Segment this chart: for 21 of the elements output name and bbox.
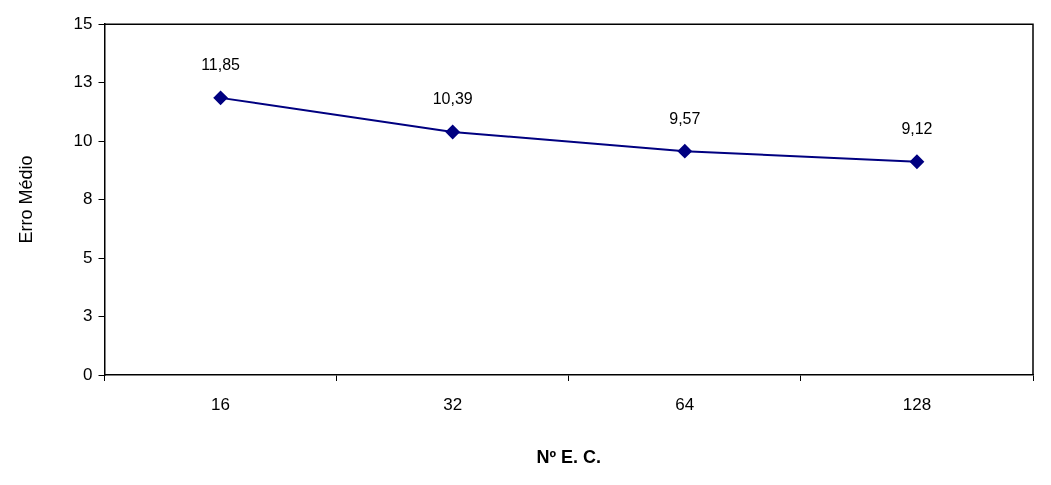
y-tick-label: 10	[73, 130, 93, 150]
x-tick-label: 128	[902, 394, 932, 414]
point	[677, 144, 692, 159]
data-label: 10,39	[432, 90, 473, 108]
y-tick-label: 0	[83, 364, 93, 384]
point	[213, 90, 228, 105]
x-axis-title: Nº E. C.	[536, 447, 602, 468]
data-label: 9,57	[669, 109, 701, 127]
y-tick-label: 15	[73, 13, 93, 33]
y-tick-label: 3	[83, 306, 93, 326]
y-tick-label: 13	[73, 72, 93, 92]
y-axis-title: Erro Médio	[15, 155, 36, 244]
x-tick-label: 64	[675, 394, 695, 414]
x-tick-label: 32	[443, 394, 463, 414]
point	[445, 125, 460, 140]
x-tick-label: 16	[211, 394, 231, 414]
data-label: 11,85	[201, 56, 241, 74]
data-label: 9,12	[901, 120, 933, 138]
point	[909, 154, 924, 169]
y-tick-label: 5	[83, 247, 93, 267]
y-tick-label: 8	[83, 189, 93, 209]
